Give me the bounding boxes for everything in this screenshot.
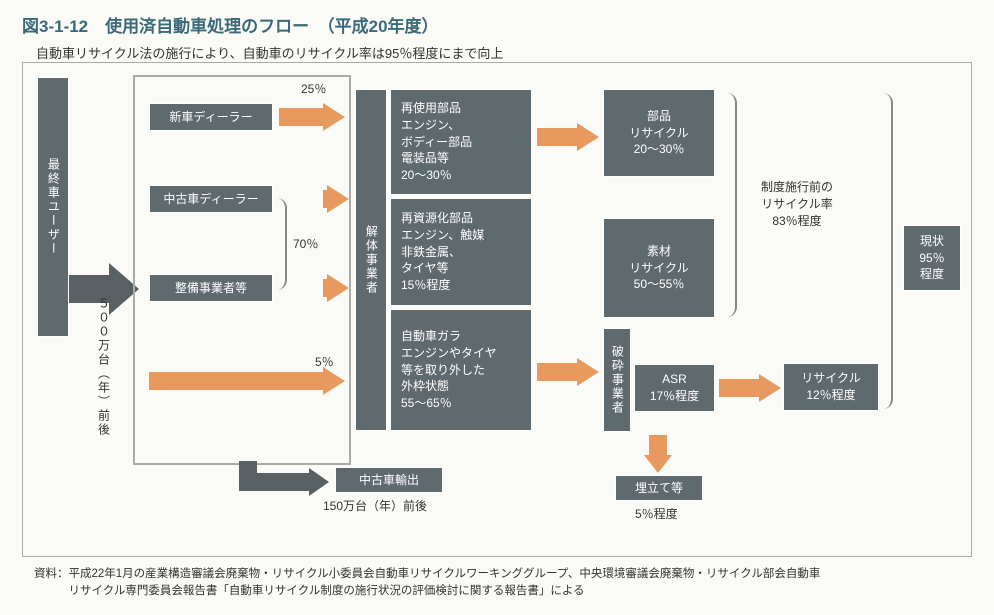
arrow3-body: [149, 372, 323, 390]
arrow-gara-head: [577, 358, 599, 386]
dismantler-box: 解体事業者: [355, 89, 387, 431]
current-box: 現状 95％ 程度: [903, 225, 961, 291]
end-user-label: 最終車ユーザー: [45, 158, 62, 256]
volume-label: ５００万台（年）前後: [95, 297, 113, 440]
arrow-asr-head: [759, 374, 781, 402]
bracket-70: [277, 198, 287, 290]
pct25-label: 25％: [301, 80, 326, 97]
end-user-box: 最終車ユーザー: [37, 77, 69, 337]
gara-box: 自動車ガラ エンジンやタイヤ 等を取り外した 外枠状態 55～65％: [390, 309, 532, 431]
arrow1-body: [279, 108, 323, 126]
before-law-label: 制度施行前の リサイクル率 83％程度: [747, 178, 847, 229]
bracket-current: [881, 93, 893, 409]
export-arrow-head: [309, 468, 329, 496]
reuse-box: 再使用部品 エンジン、 ボディー部品 電装品等 20～30％: [390, 89, 532, 195]
maintenance-box: 整備事業者等: [149, 274, 273, 302]
bracket-before: [723, 93, 737, 317]
recycle12-box: リサイクル 12％程度: [783, 363, 879, 411]
pct70-label: 70％: [293, 235, 318, 252]
arrow2b-head: [327, 185, 349, 213]
used-dealer-box: 中古車ディーラー: [149, 185, 273, 213]
arrow2-head: [327, 274, 349, 302]
arrow-reuse-head: [577, 123, 599, 151]
export-arrow-h: [239, 473, 309, 491]
landfill-pct-label: 5％程度: [635, 505, 678, 522]
parts-recycle-box: 部品 リサイクル 20～30％: [603, 89, 715, 177]
shredder-box: 破砕事業者: [603, 328, 631, 432]
source-container: [133, 75, 351, 465]
figure-title: 図3-1-12 使用済自動車処理のフロー （平成20年度）: [0, 0, 994, 37]
recycle-parts-box: 再資源化部品 エンジン、触媒 非鉄金属、 タイヤ等 15％程度: [390, 198, 532, 306]
new-dealer-box: 新車ディーラー: [149, 103, 273, 131]
landfill-box: 埋立て等: [615, 475, 703, 501]
landfill-arrow-body: [649, 435, 667, 455]
arrow1-head: [323, 103, 345, 131]
export-vol-label: 150万台（年）前後: [323, 497, 427, 514]
figure-subtitle: 自動車リサイクル法の施行により、自動車のリサイクル率は95％程度にまで向上: [0, 37, 994, 62]
landfill-arrow-head: [644, 455, 672, 473]
material-recycle-box: 素材 リサイクル 50～55％: [603, 218, 715, 318]
arrow-gara-body: [537, 363, 577, 381]
source-footnote: 資料：平成22年1月の産業構造審議会廃棄物・リサイクル小委員会自動車リサイクルワ…: [34, 566, 964, 599]
arrow3-head: [323, 367, 345, 395]
asr-box: ASR 17％程度: [634, 364, 715, 412]
arrow-reuse-body: [537, 128, 577, 146]
flowchart-area: 最終車ユーザー ５００万台（年）前後 25％ 新車ディーラー 中古車ディーラー …: [22, 62, 972, 557]
export-box: 中古車輸出: [335, 467, 443, 493]
arrow-asr-body: [719, 379, 759, 397]
